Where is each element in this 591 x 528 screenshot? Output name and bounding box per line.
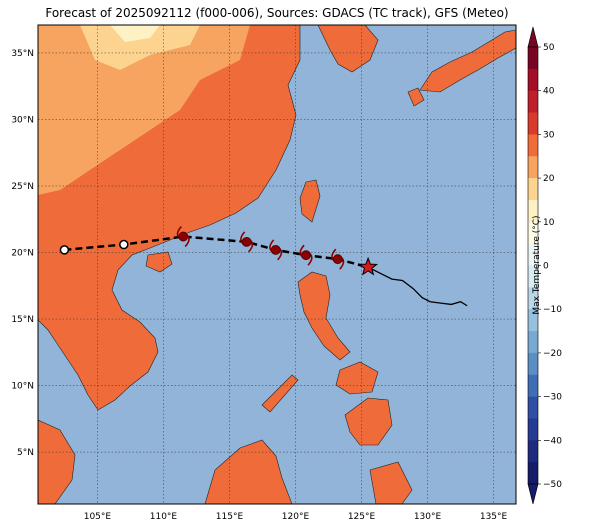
storm-symbol	[240, 231, 254, 253]
colorbar-segment	[528, 265, 538, 288]
colorbar-tick-label: 0	[543, 262, 549, 272]
colorbar-segment	[528, 331, 538, 354]
lat-tick-label: 20°N	[11, 249, 34, 259]
storm-track	[59, 226, 468, 307]
lat-tick-label: 15°N	[11, 315, 34, 325]
malay-peninsula	[38, 419, 76, 504]
colorbar-segment	[528, 462, 538, 485]
past-track-line	[367, 266, 468, 307]
colorbar-segment	[528, 156, 538, 179]
colorbar-tick-label: −10	[543, 305, 562, 315]
colorbar-segment	[528, 287, 538, 310]
lon-tick-label: 115°E	[216, 512, 244, 522]
map-frame	[37, 24, 517, 505]
mindanao-island	[344, 397, 393, 446]
taiwan-island	[299, 179, 321, 223]
borneo-island	[204, 439, 293, 504]
palawan-island	[261, 374, 299, 413]
colorbar-segment	[528, 309, 538, 332]
lat-tick-label: 35°N	[11, 49, 34, 59]
lon-tick-label: 110°E	[150, 512, 178, 522]
colorbar-segment	[528, 440, 538, 463]
luzon-island	[297, 271, 351, 361]
cool-zone	[80, 25, 200, 70]
visayas-islands	[335, 361, 379, 395]
storm-symbol	[331, 248, 345, 270]
colorbar-tick-label: −40	[543, 436, 562, 446]
colorbar-label: Max Temperature (°C)	[532, 215, 542, 315]
colorbar-segment	[528, 68, 538, 92]
colorbar-segment	[528, 112, 538, 135]
colorbar-segment	[528, 199, 538, 223]
korean-peninsula	[317, 25, 379, 73]
colorbar-tick-label: 10	[543, 218, 555, 228]
colorbar-tick-label: 40	[543, 87, 555, 97]
colorbar-segment	[528, 396, 538, 419]
lon-tick-label: 125°E	[348, 512, 376, 522]
colorbar-extend-bottom	[527, 483, 539, 505]
japan-islands	[419, 29, 516, 93]
colorbar-segment	[528, 47, 538, 70]
colorbar-tick-label: 50	[543, 43, 555, 53]
storm-symbol	[269, 239, 283, 261]
colorbar-tick-label: −30	[543, 393, 562, 403]
lon-tick-label: 130°E	[414, 512, 442, 522]
lon-tick-label: 120°E	[282, 512, 310, 522]
mild-zone	[38, 25, 250, 195]
forecast-point-open	[59, 245, 70, 255]
current-position-star	[358, 256, 379, 276]
latitude-labels: 5°N 10°N 15°N 20°N 25°N 30°N 35°N	[11, 49, 34, 458]
lat-tick-label: 30°N	[11, 115, 34, 125]
colorbar-segment	[528, 418, 538, 441]
sulawesi-island	[369, 461, 413, 504]
lat-tick-label: 10°N	[11, 382, 34, 392]
colorbar-segment	[528, 90, 538, 114]
colorbar-tick-label: −50	[543, 480, 562, 490]
lat-tick-label: 25°N	[11, 182, 34, 192]
storm-symbol	[299, 244, 313, 266]
lon-tick-label: 105°E	[84, 512, 112, 522]
lat-tick-label: 5°N	[17, 448, 34, 458]
colorbar-tick-label: −20	[543, 349, 562, 359]
kyushu	[407, 87, 425, 107]
map-title: Forecast of 2025092112 (f000-006), Sourc…	[45, 6, 509, 20]
lon-tick-label: 135°E	[480, 512, 508, 522]
colorbar-extend-top	[527, 26, 539, 48]
colorbar-segment	[528, 178, 538, 201]
colorbar-tick-label: 30	[543, 130, 555, 140]
colorbar-segment	[528, 352, 538, 376]
longitude-labels: 105°E 110°E 115°E 120°E 125°E 130°E 135°E	[84, 512, 508, 522]
colorbar: 50 40 30 20 10 0 −10 −20 −30 −40 −50	[527, 26, 562, 505]
storm-symbol	[176, 226, 190, 248]
colorbar-tick-label: 20	[543, 174, 555, 184]
forecast-point-open	[119, 239, 129, 250]
colorbar-segment	[528, 374, 538, 398]
colorbar-segment	[528, 134, 538, 157]
colorbar-segment	[528, 221, 538, 245]
cold-zone	[110, 25, 160, 42]
colorbar-segment	[528, 243, 538, 266]
